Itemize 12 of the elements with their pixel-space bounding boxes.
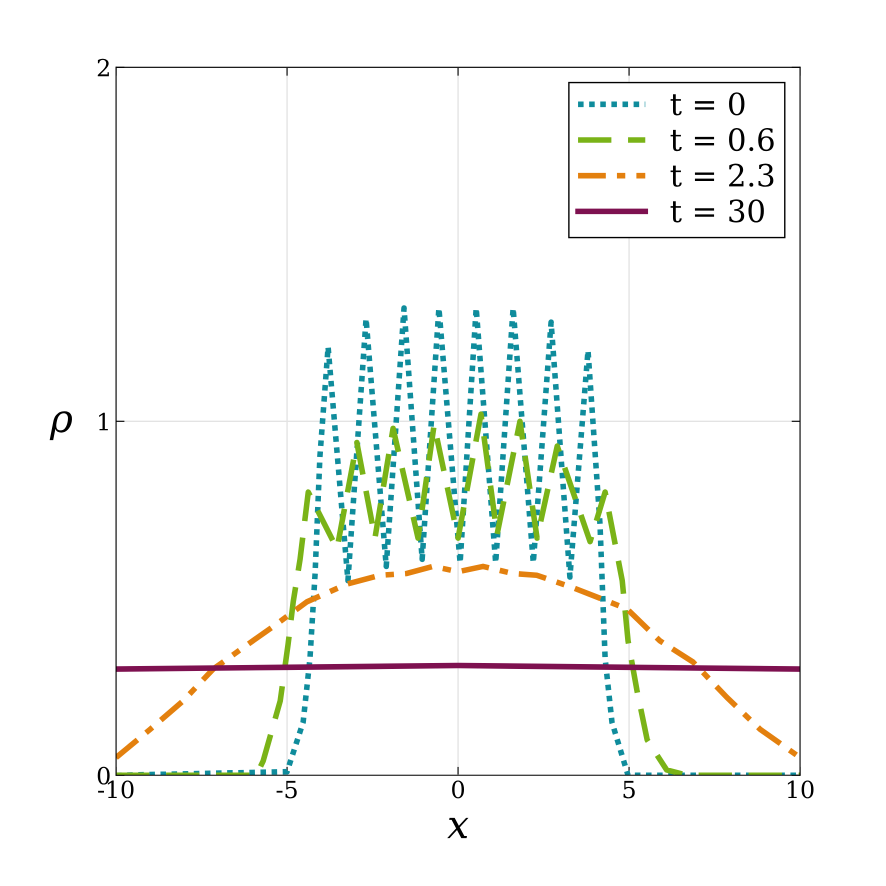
- y-axis-title: ρ: [50, 411, 72, 440]
- y-tick-label: 2: [98, 58, 109, 76]
- x-tick-label: 0: [452, 780, 464, 798]
- x-axis-title: x: [447, 818, 468, 838]
- x-tick-label: 5: [624, 780, 635, 798]
- x-tick-label: -5: [276, 780, 297, 798]
- legend-label: t = 30: [670, 199, 764, 222]
- legend-label: t = 2.3: [670, 164, 774, 187]
- x-tick-label: 10: [788, 780, 814, 798]
- legend-label: t = 0.6: [670, 128, 774, 152]
- y-tick-label: 1: [99, 412, 108, 430]
- legend-label: t = 0: [670, 92, 744, 116]
